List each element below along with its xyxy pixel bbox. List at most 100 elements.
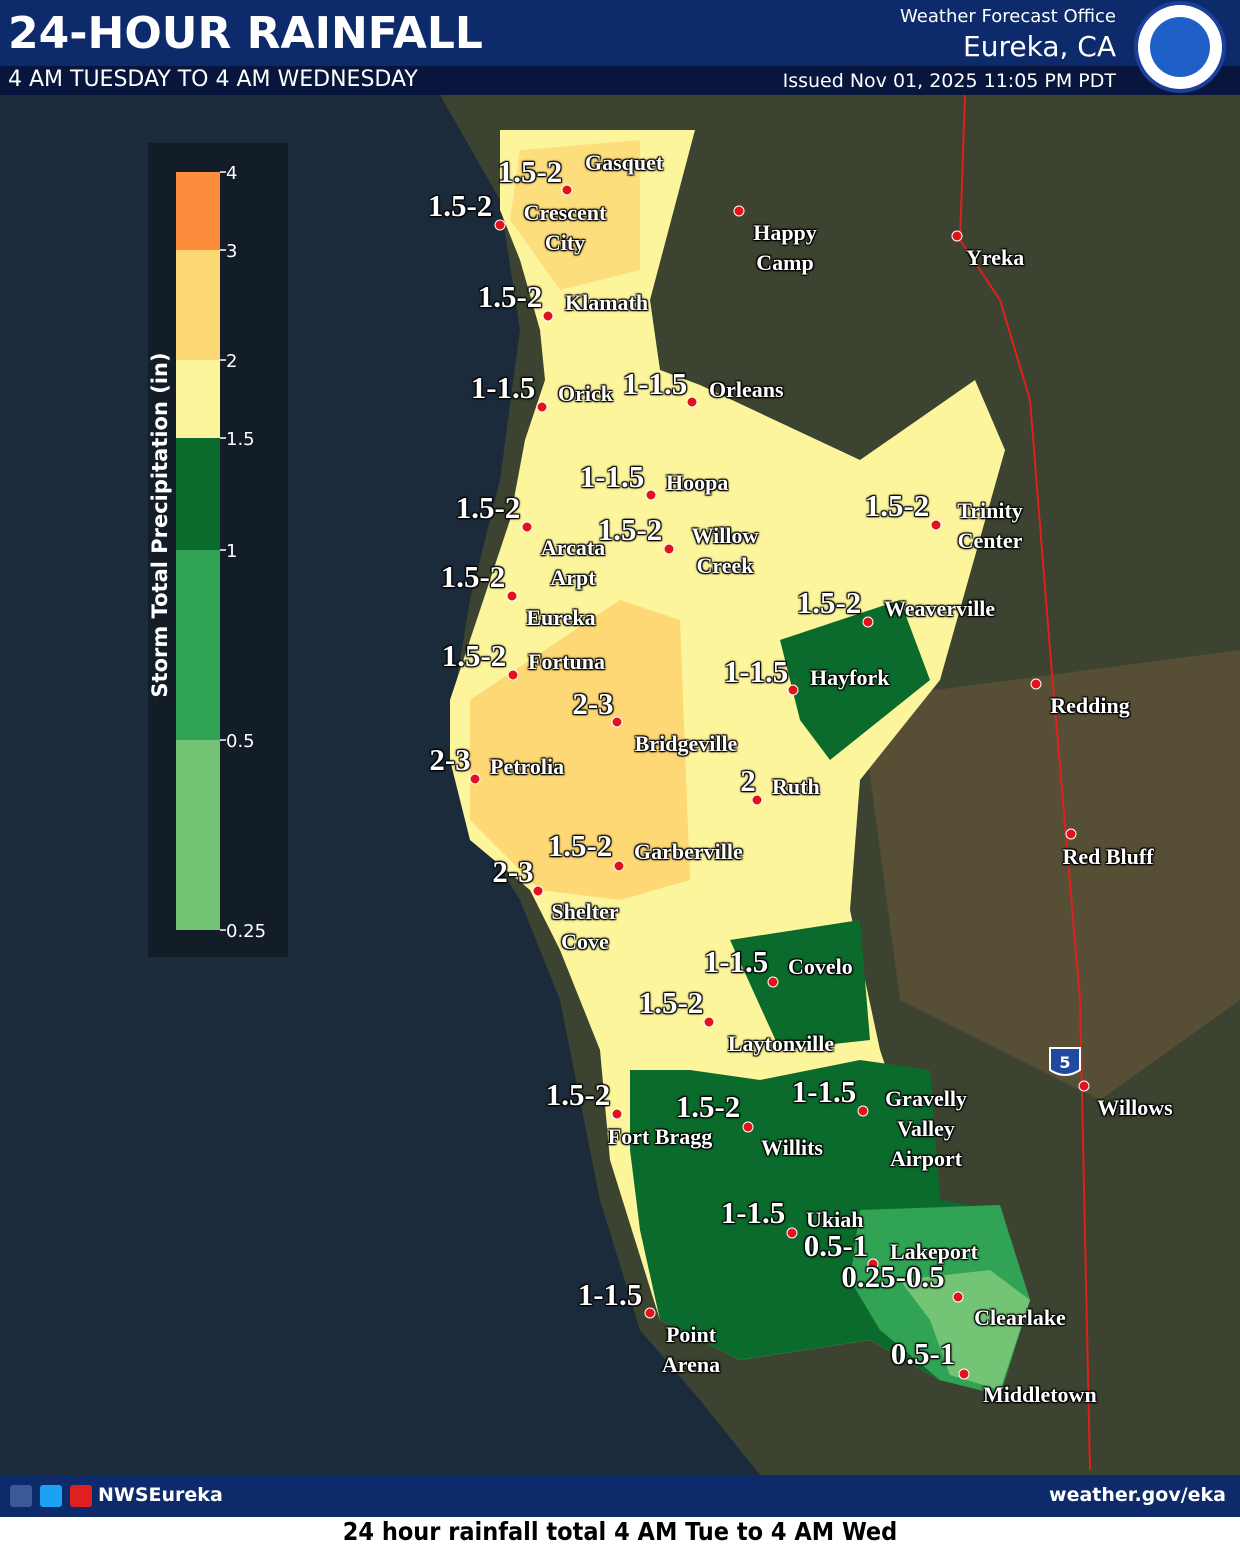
station-dot bbox=[958, 1368, 970, 1380]
rainfall-amount: 1.5-2 bbox=[675, 1089, 741, 1124]
rainfall-amount: 2-3 bbox=[572, 686, 614, 721]
subtitle: 4 AM TUESDAY TO 4 AM WEDNESDAY bbox=[8, 67, 418, 92]
station-dot bbox=[494, 219, 506, 231]
rainfall-amount: 1-1.5 bbox=[470, 370, 536, 405]
valley bbox=[860, 650, 1240, 1100]
station-name: Clearlake bbox=[974, 1305, 1066, 1330]
station-dot bbox=[611, 1108, 623, 1120]
station-dot bbox=[613, 860, 625, 872]
station-dot bbox=[644, 1307, 656, 1319]
facebook-icon[interactable] bbox=[10, 1485, 32, 1507]
station-dot bbox=[930, 519, 942, 531]
station-dots bbox=[469, 184, 1090, 1380]
rainfall-amount: 0.25-0.5 bbox=[841, 1259, 945, 1294]
rainfall-amount: 1.5-2 bbox=[796, 585, 862, 620]
station-dot bbox=[521, 521, 533, 533]
caption: 24 hour rainfall total 4 AM Tue to 4 AM … bbox=[342, 1517, 898, 1546]
station-name: Lakeport bbox=[890, 1239, 978, 1264]
rainfall-amount: 1-1.5 bbox=[703, 944, 769, 979]
station-name: Willits bbox=[761, 1135, 823, 1160]
website[interactable]: weather.gov/eka bbox=[1049, 1484, 1226, 1506]
rainfall-amount: 1.5-2 bbox=[477, 279, 543, 314]
station-dot bbox=[1078, 1080, 1090, 1092]
rainfall-amount: 2-3 bbox=[429, 742, 471, 777]
issued: Issued Nov 01, 2025 11:05 PM PDT bbox=[782, 70, 1116, 92]
subheader-band bbox=[0, 66, 1240, 95]
legend-tick-label: 0.5 bbox=[226, 731, 255, 752]
station-dot bbox=[663, 543, 675, 555]
legend-tick-label: 1 bbox=[226, 541, 237, 562]
legend-swatch bbox=[176, 172, 220, 250]
station-name: Eureka bbox=[526, 605, 596, 630]
station-name: Petrolia bbox=[490, 754, 565, 779]
legend-tick-label: 1.5 bbox=[226, 429, 255, 450]
rainfall-amount: 1.5-2 bbox=[864, 488, 930, 523]
station-dot bbox=[703, 1016, 715, 1028]
rainfall-amount: 1-1.5 bbox=[791, 1074, 857, 1109]
twitter-icon[interactable] bbox=[40, 1485, 62, 1507]
office-location: Eureka, CA bbox=[963, 30, 1116, 63]
station-name: Arcata Arpt bbox=[540, 535, 606, 590]
rainfall-amount: 1.5-2 bbox=[497, 154, 563, 189]
station-dot bbox=[787, 684, 799, 696]
station-dot bbox=[1065, 828, 1077, 840]
station-name: Orick bbox=[558, 381, 613, 406]
station-dot bbox=[611, 716, 623, 728]
station-name: Fort Bragg bbox=[607, 1124, 713, 1149]
station-name: Point Arena bbox=[661, 1322, 721, 1377]
station-dot bbox=[506, 590, 518, 602]
rainfall-amount: 1-1.5 bbox=[579, 459, 645, 494]
station-name: Willows bbox=[1097, 1095, 1173, 1120]
station-name: Weaverville bbox=[884, 596, 996, 621]
rainfall-amount: 1-1.5 bbox=[723, 654, 789, 689]
legend-tick-label: 4 bbox=[226, 163, 237, 184]
station-dot bbox=[469, 773, 481, 785]
youtube-icon[interactable] bbox=[70, 1485, 92, 1507]
station-name: Middletown bbox=[983, 1382, 1097, 1407]
station-name: Trinity Center bbox=[957, 498, 1023, 553]
station-name: Ruth bbox=[772, 774, 820, 799]
legend-tick-label: 2 bbox=[226, 351, 237, 372]
legend-swatch bbox=[176, 740, 220, 930]
station-dot bbox=[1030, 678, 1042, 690]
station-name: Fortuna bbox=[528, 649, 605, 674]
rainfall-amount: 1-1.5 bbox=[720, 1195, 786, 1230]
legend-swatch bbox=[176, 250, 220, 360]
station-dot bbox=[786, 1227, 798, 1239]
station-name: Klamath bbox=[565, 290, 649, 315]
office: Weather Forecast Office bbox=[900, 6, 1116, 27]
station-name: Gasquet bbox=[585, 150, 664, 175]
station-dot bbox=[951, 230, 963, 242]
station-name: Gravelly Valley Airport bbox=[885, 1086, 967, 1171]
rainfall-amount: 1.5-2 bbox=[455, 490, 521, 525]
legend-title: Storm Total Precipitation (in) bbox=[148, 352, 172, 697]
station-dot bbox=[742, 1121, 754, 1133]
station-name: Hayfork bbox=[810, 665, 890, 690]
rain-1-1.5-hayfork bbox=[780, 600, 930, 760]
rainfall-amount: 1.5-2 bbox=[638, 985, 704, 1020]
rainfall-amount: 0.5-1 bbox=[803, 1228, 869, 1263]
rainfall-amount: 2 bbox=[740, 763, 756, 798]
title: 24-HOUR RAINFALL bbox=[8, 8, 483, 59]
station-dot bbox=[867, 1258, 879, 1270]
station-dot bbox=[507, 669, 519, 681]
station-dot bbox=[686, 396, 698, 408]
station-name: Garberville bbox=[634, 839, 743, 864]
legend-swatch bbox=[176, 360, 220, 438]
nws-logo-inner bbox=[1150, 17, 1210, 77]
rain-0.25-0.5 bbox=[900, 1270, 1030, 1390]
legend-tick-label: 0.25 bbox=[226, 921, 266, 942]
station-dot bbox=[862, 616, 874, 628]
station-dot bbox=[532, 885, 544, 897]
rainfall-amount: 1-1.5 bbox=[577, 1277, 643, 1312]
rainfall-amount: 0.5-1 bbox=[890, 1336, 956, 1371]
station-name: Happy Camp bbox=[753, 220, 817, 275]
social-handle[interactable]: NWSEureka bbox=[98, 1484, 223, 1506]
rainfall-amount: 1.5-2 bbox=[597, 512, 663, 547]
interstate-label: 5 bbox=[1059, 1053, 1070, 1072]
station-name: Covelo bbox=[788, 954, 853, 979]
station-dot bbox=[767, 976, 779, 988]
station-name: Ukiah bbox=[806, 1207, 864, 1232]
